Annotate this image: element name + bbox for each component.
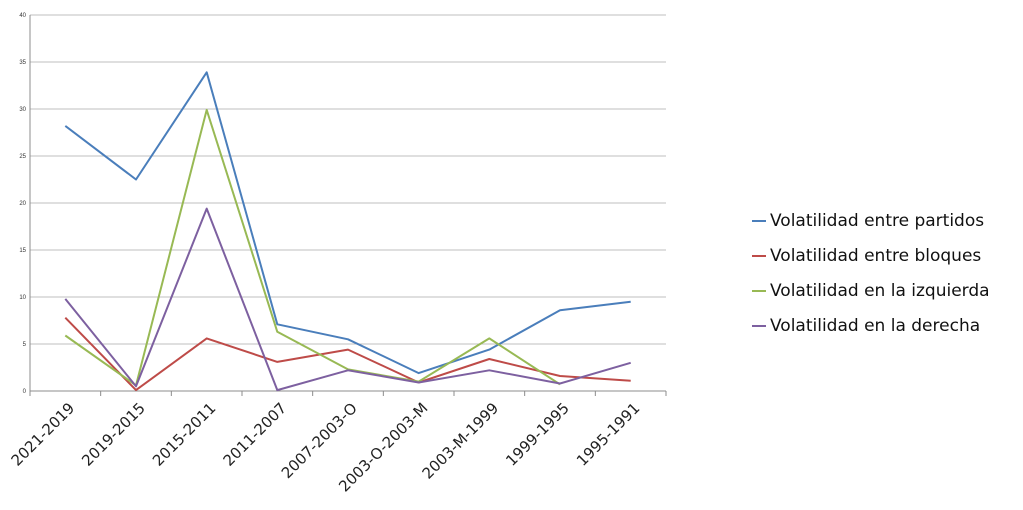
y-tick-label: 25 [19, 154, 26, 160]
x-tick-label: 2021-2019 [8, 399, 79, 470]
legend-label: Volatilidad en la derecha [770, 315, 981, 336]
x-tick-label: 2015-2011 [149, 399, 220, 470]
x-tick-label: 2019-2015 [78, 399, 149, 470]
legend-label: Volatilidad en la izquierda [770, 280, 990, 301]
x-tick-label: 2011-2007 [220, 399, 291, 470]
legend: Volatilidad entre partidos Volatilidad e… [752, 203, 990, 343]
legend-swatch [752, 254, 766, 257]
y-tick-label: 35 [19, 60, 26, 66]
legend-item: Volatilidad en la izquierda [752, 273, 990, 308]
series-lines [64, 71, 631, 392]
x-tick-label: 1995-1991 [573, 399, 644, 470]
y-tick-label: 30 [19, 107, 26, 113]
legend-label: Volatilidad entre partidos [770, 210, 985, 231]
legend-item: Volatilidad entre bloques [752, 238, 990, 273]
legend-item: Volatilidad en la derecha [752, 308, 990, 343]
series-line [64, 317, 631, 392]
grid-lines [30, 14, 666, 345]
y-tick-label: 5 [23, 342, 27, 348]
series-line [64, 108, 561, 387]
legend-label: Volatilidad entre bloques [770, 245, 982, 266]
y-tick-label: 20 [19, 201, 26, 207]
x-tick-label: 1999-1995 [502, 399, 573, 470]
legend-swatch [752, 289, 766, 292]
x-axis: 2021-2019 2019-2015 2015-2011 2011-20072007… [8, 15, 667, 495]
series-line [64, 207, 631, 392]
y-tick-label: 10 [19, 295, 26, 301]
legend-swatch [752, 324, 766, 327]
y-tick-label: 15 [19, 248, 26, 254]
y-axis-ticks: 0 5 10 15 20 25 30 35 40 [19, 13, 26, 395]
y-tick-label: 0 [23, 389, 27, 395]
series-line [64, 71, 631, 375]
y-tick-label: 40 [19, 13, 26, 19]
legend-item: Volatilidad entre partidos [752, 203, 990, 238]
legend-swatch [752, 219, 766, 222]
